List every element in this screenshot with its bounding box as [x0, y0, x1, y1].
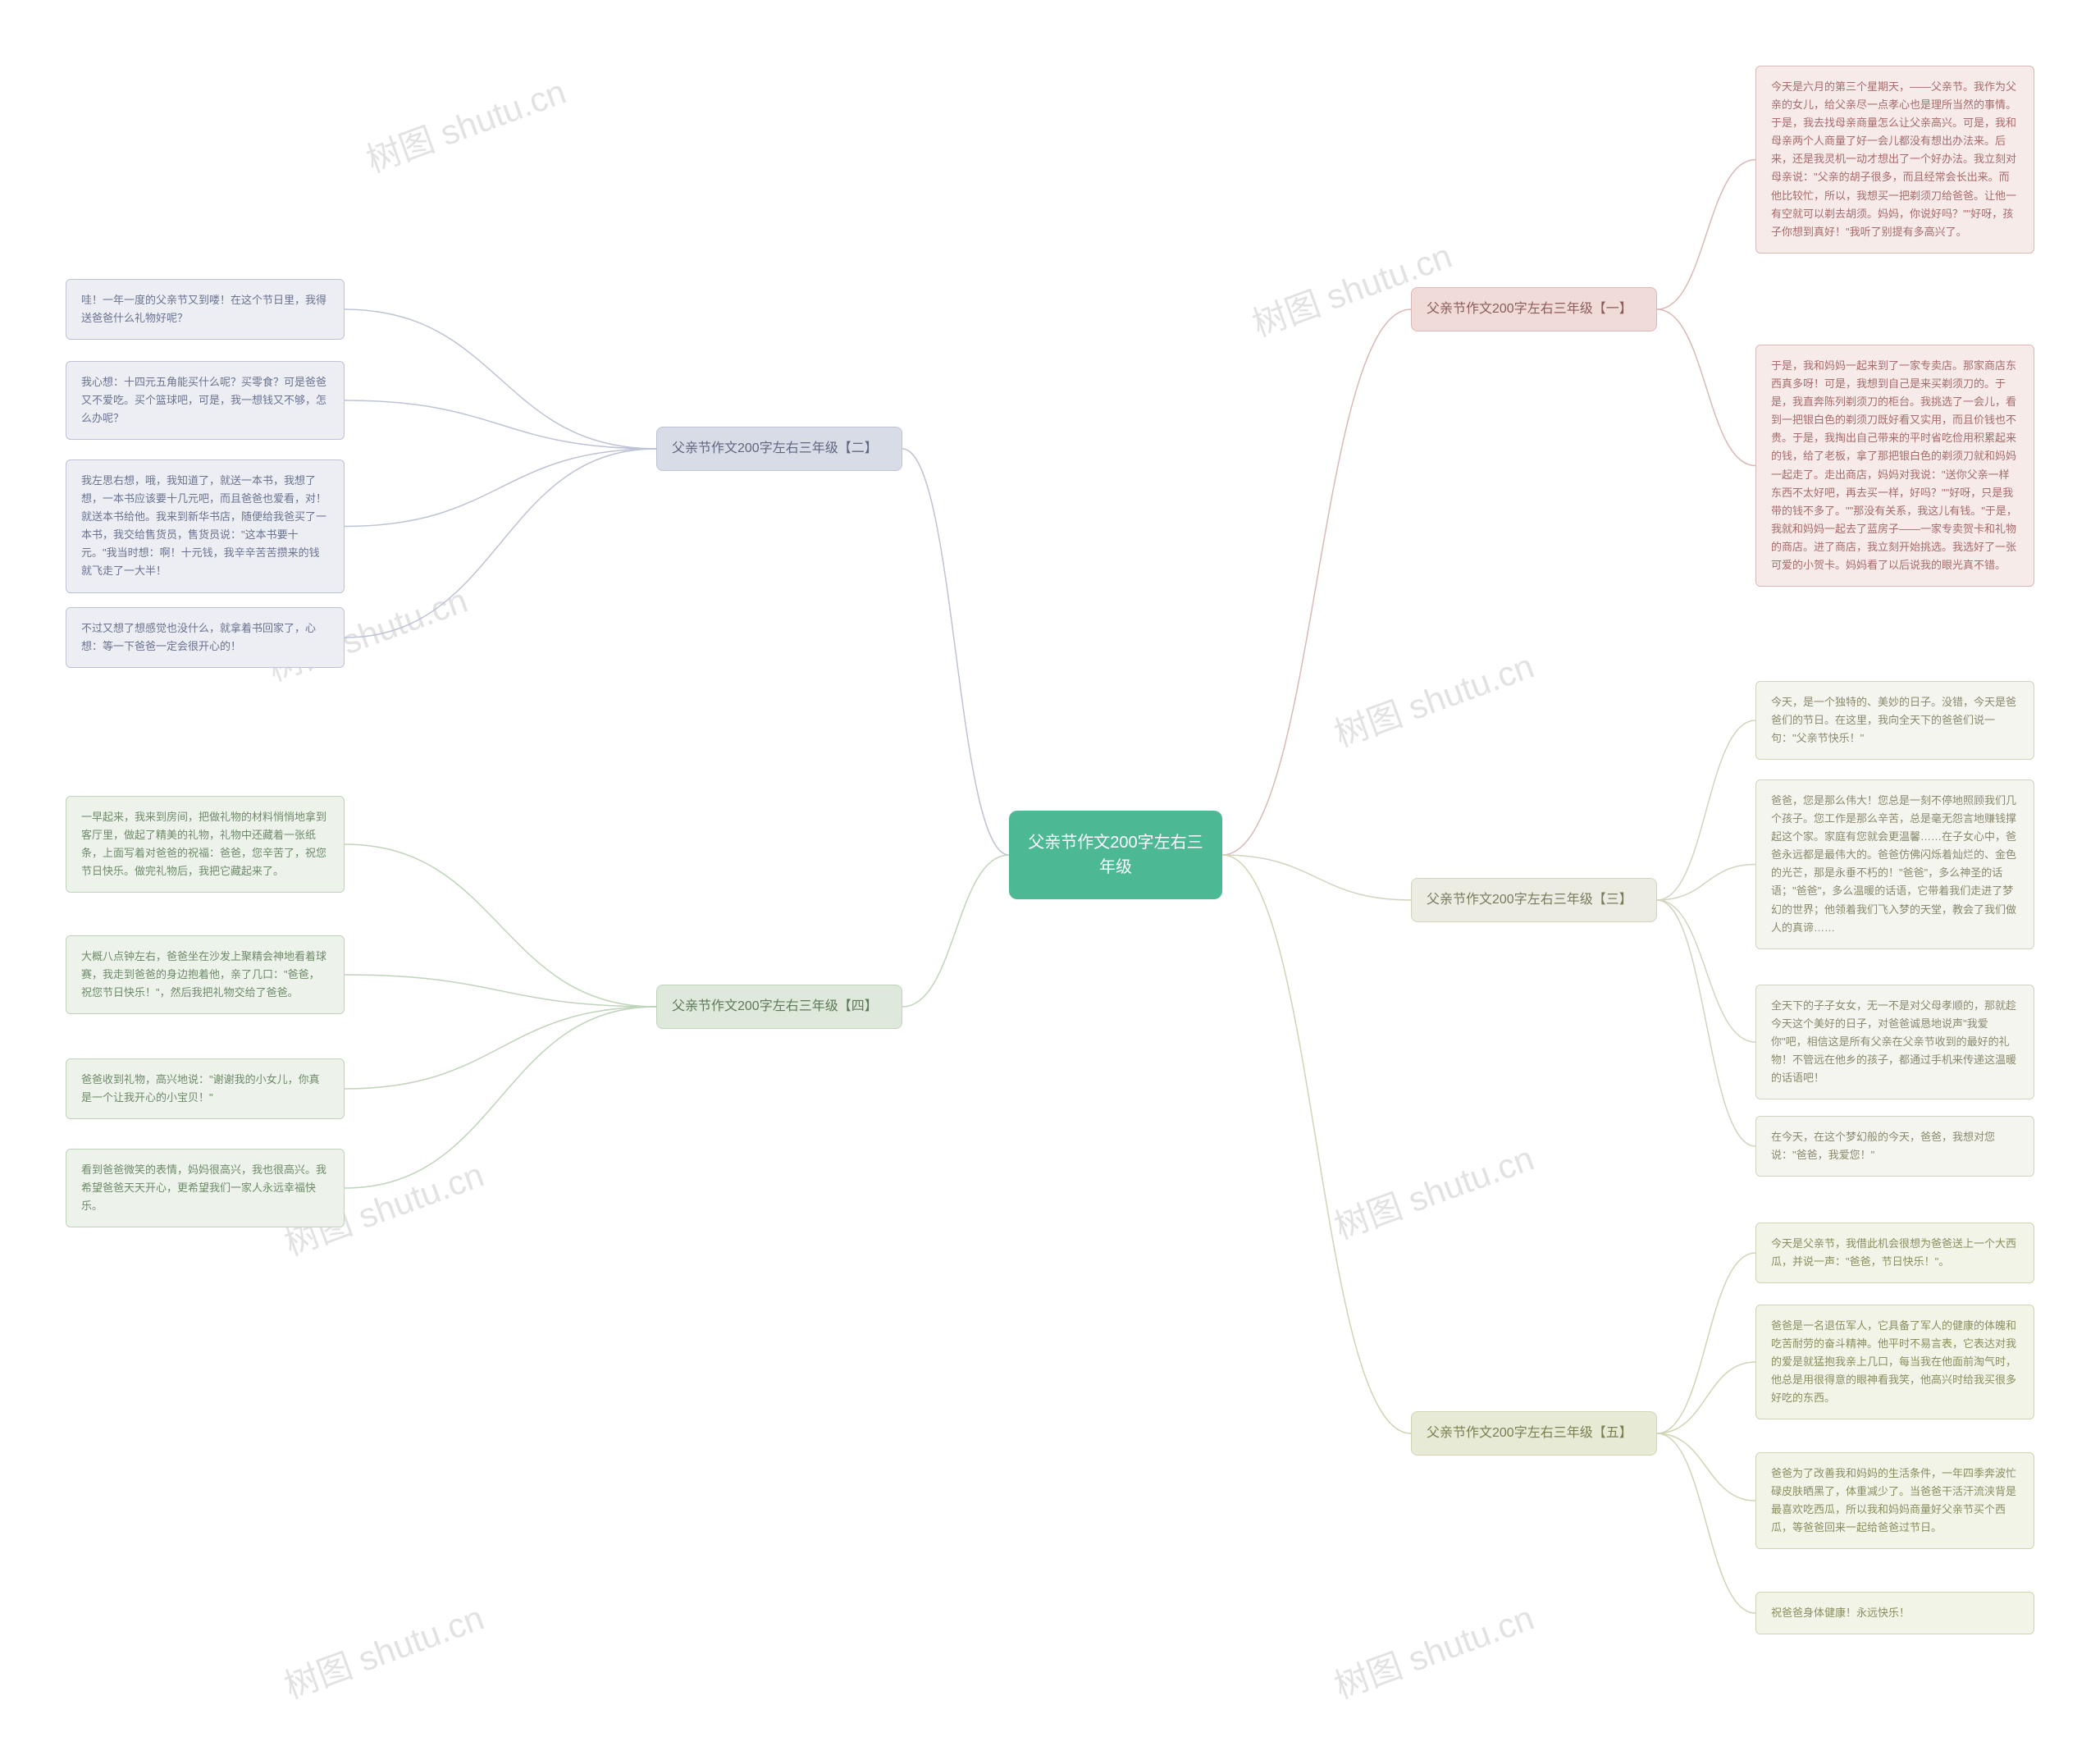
connector: [1222, 309, 1411, 855]
connector: [902, 449, 1009, 855]
connector: [1657, 1253, 1755, 1433]
branch-b3: 父亲节作文200字左右三年级【三】: [1411, 878, 1657, 922]
connector: [345, 1007, 656, 1089]
leaf-b5-2: 爸爸为了改善我和妈妈的生活条件，一年四季奔波忙碌皮肤晒黑了，体重减少了。当爸爸干…: [1755, 1452, 2034, 1549]
connector: [1222, 855, 1411, 1433]
connector: [345, 975, 656, 1007]
leaf-b4-1: 大概八点钟左右，爸爸坐在沙发上聚精会神地看着球赛，我走到爸爸的身边抱着他，亲了几…: [66, 935, 345, 1014]
connector: [1657, 720, 1755, 900]
leaf-b2-2: 我左思右想，哦，我知道了，就送一本书，我想了想，一本书应该要十几元吧，而且爸爸也…: [66, 459, 345, 593]
center-node: 父亲节作文200字左右三年级: [1009, 811, 1222, 899]
connector: [345, 844, 656, 1007]
leaf-b5-0: 今天是父亲节，我借此机会很想为爸爸送上一个大西瓜，并说一声："爸爸，节日快乐！"…: [1755, 1223, 2034, 1283]
connector: [1657, 865, 1755, 901]
connector: [902, 855, 1009, 1007]
connector: [1657, 160, 1755, 310]
leaf-b4-2: 爸爸收到礼物，高兴地说："谢谢我的小女儿，你真是一个让我开心的小宝贝！": [66, 1058, 345, 1119]
leaf-b2-3: 不过又想了想感觉也没什么，就拿着书回家了，心想：等一下爸爸一定会很开心的！: [66, 607, 345, 668]
leaf-b2-1: 我心想：十四元五角能买什么呢？买零食？可是爸爸又不爱吃。买个篮球吧，可是，我一想…: [66, 361, 345, 440]
connector: [1657, 1433, 1755, 1613]
branch-b1: 父亲节作文200字左右三年级【一】: [1411, 287, 1657, 331]
connector: [1222, 855, 1411, 900]
leaf-b5-1: 爸爸是一名退伍军人，它具备了军人的健康的体魄和吃苦耐劳的奋斗精神。他平时不易言表…: [1755, 1305, 2034, 1419]
leaf-b3-3: 在今天，在这个梦幻般的今天，爸爸，我想对您说："爸爸，我爱您！": [1755, 1116, 2034, 1177]
connector: [345, 449, 656, 638]
connector: [345, 1007, 656, 1188]
connector: [1657, 1433, 1755, 1501]
connector: [1657, 309, 1755, 466]
leaf-b1-1: 于是，我和妈妈一起来到了一家专卖店。那家商店东西真多呀！可是，我想到自己是来买剃…: [1755, 345, 2034, 587]
branch-b4: 父亲节作文200字左右三年级【四】: [656, 985, 902, 1029]
leaf-b3-1: 爸爸，您是那么伟大！您总是一刻不停地照顾我们几个孩子。您工作是那么辛苦，总是毫无…: [1755, 779, 2034, 949]
connector: [345, 400, 656, 449]
connector: [345, 309, 656, 449]
leaf-b5-3: 祝爸爸身体健康！永远快乐！: [1755, 1592, 2034, 1634]
leaf-b4-0: 一早起来，我来到房间，把做礼物的材料悄悄地拿到客厅里，做起了精美的礼物，礼物中还…: [66, 796, 345, 893]
connector: [345, 449, 656, 527]
leaf-b1-0: 今天是六月的第三个星期天，——父亲节。我作为父亲的女儿，给父亲尽一点孝心也是理所…: [1755, 66, 2034, 254]
leaf-b3-2: 全天下的子子女女，无一不是对父母孝顺的，那就趁今天这个美好的日子，对爸爸诚恳地说…: [1755, 985, 2034, 1099]
connector: [1657, 900, 1755, 1146]
leaf-b2-0: 哇！一年一度的父亲节又到喽！在这个节日里，我得送爸爸什么礼物好呢？: [66, 279, 345, 340]
branch-b5: 父亲节作文200字左右三年级【五】: [1411, 1411, 1657, 1456]
leaf-b3-0: 今天，是一个独特的、美妙的日子。没错，今天是爸爸们的节日。在这里，我向全天下的爸…: [1755, 681, 2034, 760]
leaf-b4-3: 看到爸爸微笑的表情，妈妈很高兴，我也很高兴。我希望爸爸天天开心，更希望我们一家人…: [66, 1149, 345, 1227]
connector: [1657, 1362, 1755, 1433]
branch-b2: 父亲节作文200字左右三年级【二】: [656, 427, 902, 471]
